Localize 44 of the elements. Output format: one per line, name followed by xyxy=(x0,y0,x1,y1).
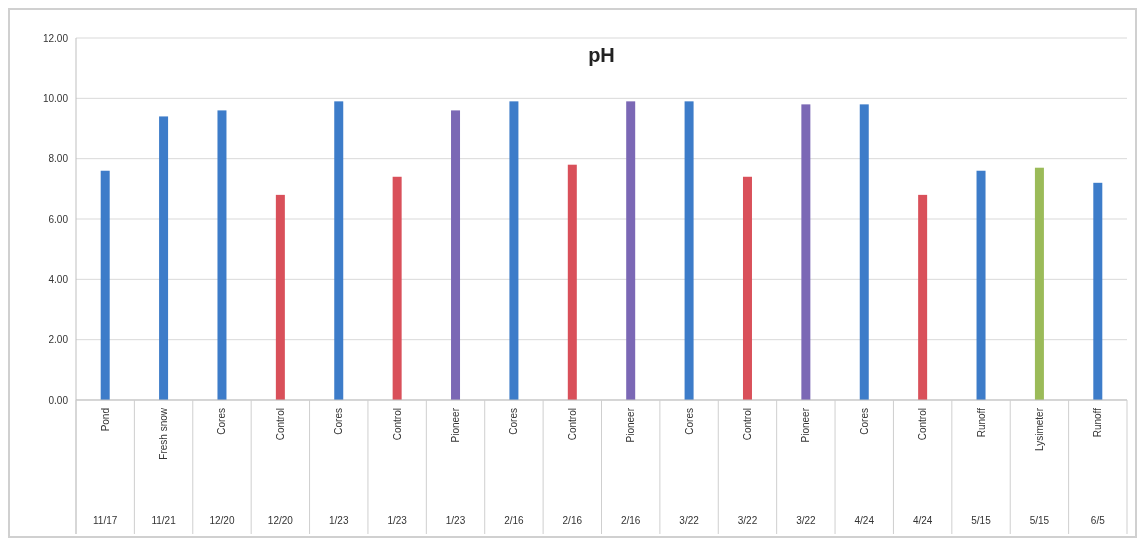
bar xyxy=(100,170,110,400)
y-tick-label: 12.00 xyxy=(42,32,69,44)
category-label: Control 2/16 xyxy=(562,408,583,526)
y-tick-label: 10.00 xyxy=(42,92,69,104)
y-tick-label: 2.00 xyxy=(48,334,69,346)
bar xyxy=(1034,167,1044,400)
category-label: Pioneer 1/23 xyxy=(445,408,466,526)
y-tick-label: 6.00 xyxy=(48,213,69,225)
bar xyxy=(392,176,402,400)
bar xyxy=(626,101,636,400)
category-label: Cores 4/24 xyxy=(854,408,874,526)
bar xyxy=(159,116,169,400)
y-tick-label: 4.00 xyxy=(48,273,69,285)
bar xyxy=(217,110,227,400)
category-label: Cores 1/23 xyxy=(329,408,349,526)
bar xyxy=(976,170,986,400)
bar xyxy=(275,194,285,400)
bar xyxy=(859,104,869,400)
bar xyxy=(567,164,577,400)
bar xyxy=(509,101,519,400)
category-label: Fresh snow 11/21 xyxy=(151,408,176,526)
bar xyxy=(1093,182,1103,400)
category-label: Control 12/20 xyxy=(267,408,293,526)
category-label: Cores 3/22 xyxy=(679,408,699,526)
bar xyxy=(918,194,928,400)
category-label: Pond 11/17 xyxy=(93,408,118,526)
category-label: Cores 12/20 xyxy=(209,408,235,526)
y-tick-label: 0.00 xyxy=(48,394,69,406)
category-label: Control 4/24 xyxy=(912,408,933,526)
bar xyxy=(742,176,752,400)
bar xyxy=(451,110,461,400)
category-label: Pioneer 3/22 xyxy=(796,408,816,526)
category-label: Runoff 5/15 xyxy=(971,408,991,526)
category-label: Pioneer 2/16 xyxy=(620,408,641,526)
category-label: Runoff 6/5 xyxy=(1090,408,1105,526)
category-label: Lysimeter 5/15 xyxy=(1029,408,1050,526)
category-label: Control 3/22 xyxy=(737,408,758,526)
category-label: Cores 2/16 xyxy=(504,408,524,526)
bar xyxy=(801,104,811,400)
y-tick-label: 8.00 xyxy=(48,153,69,165)
category-label: Control 1/23 xyxy=(387,408,407,526)
bar xyxy=(334,101,344,400)
bar xyxy=(684,101,694,400)
chart-title: pH xyxy=(588,44,615,66)
